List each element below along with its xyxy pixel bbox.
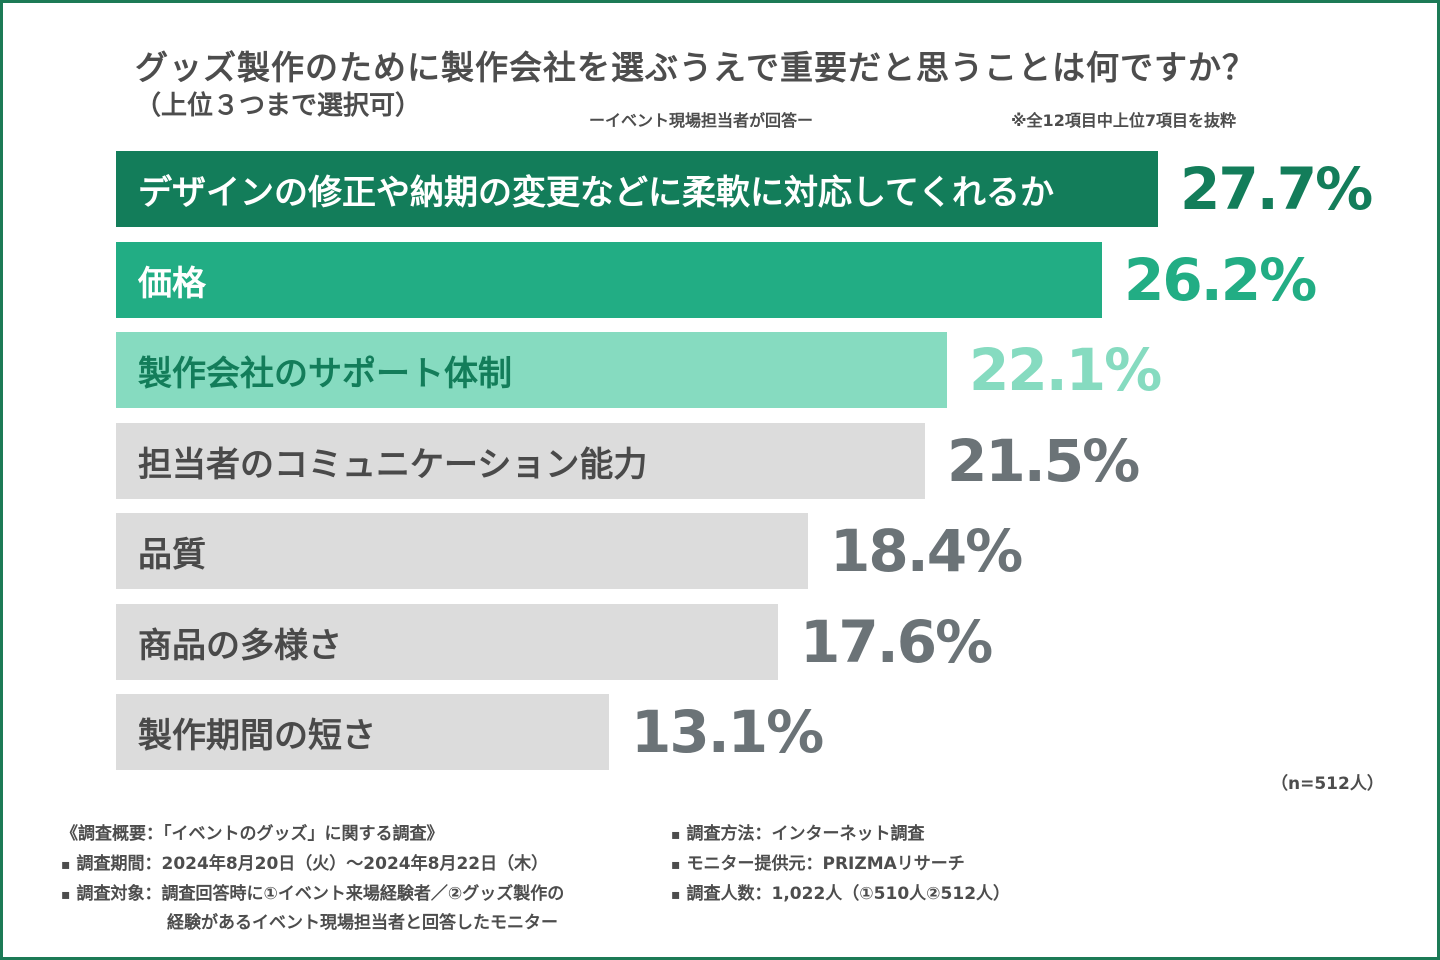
bar-value-5: 18.4% <box>830 517 1023 585</box>
survey-overview-heading: 《調査概要：「イベントのグッズ」に関する調査》 <box>61 824 444 844</box>
bar-value-4: 21.5% <box>947 427 1140 495</box>
survey-target-cont: 経験があるイベント現場担当者と回答したモニター <box>167 913 558 933</box>
bar-4: 担当者のコミュニケーション能力 <box>116 423 925 499</box>
bar-label-5: 品質 <box>138 534 206 575</box>
bar-label-4: 担当者のコミュニケーション能力 <box>138 444 648 485</box>
survey-target: 調査対象：調査回答時に①イベント来場経験者／②グッズ製作の <box>61 883 565 906</box>
bar-1: デザインの修正や納期の変更などに柔軟に対応してくれるか <box>116 151 1158 227</box>
bar-value-3: 22.1% <box>969 336 1162 404</box>
survey-method: 調査方法：インターネット調査 <box>671 823 925 846</box>
bar-label-1: デザインの修正や納期の変更などに柔軟に対応してくれるか <box>138 172 1054 213</box>
sample-size-note: （n=512人） <box>1271 774 1384 794</box>
bar-label-3: 製作会社のサポート体制 <box>138 353 512 394</box>
chart-subtitle: （上位３つまで選択可） <box>135 91 422 121</box>
bar-label-6: 商品の多様さ <box>138 625 342 666</box>
bar-3: 製作会社のサポート体制 <box>116 332 947 408</box>
bar-7: 製作期間の短さ <box>116 694 609 770</box>
bar-value-2: 26.2% <box>1124 246 1317 314</box>
survey-period: 調査期間：2024年8月20日（火）～2024年8月22日（木） <box>61 853 549 876</box>
bar-value-6: 17.6% <box>800 608 993 676</box>
bar-label-7: 製作期間の短さ <box>138 715 376 756</box>
survey-count: 調査人数：1,022人（①510人②512人） <box>671 883 1011 906</box>
respondent-note: ーイベント現場担当者が回答ー <box>589 111 814 130</box>
chart-title: グッズ製作のために製作会社を選ぶうえで重要だと思うことは何ですか？ <box>135 48 1257 87</box>
bar-value-1: 27.7% <box>1180 155 1373 223</box>
bar-2: 価格 <box>116 242 1102 318</box>
bar-value-7: 13.1% <box>631 698 824 766</box>
bar-label-2: 価格 <box>138 263 206 304</box>
survey-provider: モニター提供元：PRIZMAリサーチ <box>671 853 965 876</box>
excerpt-note: ※全12項目中上位7項目を抜粋 <box>1011 111 1236 130</box>
bar-6: 商品の多様さ <box>116 604 778 680</box>
bar-5: 品質 <box>116 513 808 589</box>
